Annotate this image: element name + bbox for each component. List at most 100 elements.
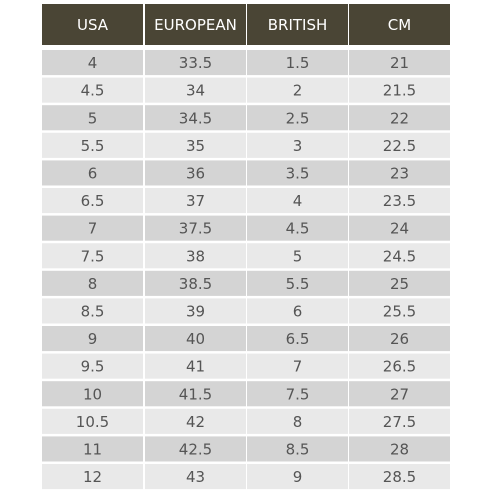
table-cell: [247, 326, 348, 352]
table-cell: [42, 270, 143, 296]
table-cell: [42, 464, 143, 490]
table-cell: [145, 77, 246, 103]
table-cell: [145, 243, 246, 269]
table-cell: [42, 353, 143, 379]
cell-text: 34.5: [179, 109, 212, 127]
cell-text: 28.5: [383, 468, 416, 486]
cell-text: 22: [390, 109, 409, 127]
cell-text: 8: [88, 275, 98, 293]
column-header: BRITISH: [268, 16, 328, 34]
table-cell: [349, 160, 450, 186]
table-cell: [42, 436, 143, 462]
cell-text: 41.5: [179, 385, 212, 403]
cell-text: 27.5: [383, 413, 416, 431]
cell-text: 4.5: [286, 220, 310, 238]
cell-text: 10: [83, 385, 102, 403]
table-cell: [349, 105, 450, 131]
table-cell: [349, 464, 450, 490]
cell-text: 8.5: [286, 440, 310, 458]
cell-text: 5: [88, 109, 98, 127]
column-header: USA: [77, 16, 109, 34]
cell-text: 23.5: [383, 192, 416, 210]
cell-text: 36: [186, 164, 205, 182]
cell-text: 24.5: [383, 247, 416, 265]
table-cell: [349, 353, 450, 379]
table-cell: [247, 381, 348, 407]
table-cell: [349, 270, 450, 296]
cell-text: 12: [83, 468, 102, 486]
table-cell: [349, 50, 450, 76]
table-cell: [349, 77, 450, 103]
table-cell: [145, 270, 246, 296]
table-cell: [145, 132, 246, 158]
cell-text: 38.5: [179, 275, 212, 293]
header-cell: [42, 4, 143, 45]
cell-text: 25.5: [383, 302, 416, 320]
cell-text: 4.5: [81, 82, 105, 100]
cell-text: 43: [186, 468, 205, 486]
cell-text: 21: [390, 54, 409, 72]
table-cell: [42, 215, 143, 241]
table-cell: [145, 381, 246, 407]
cell-text: 22.5: [383, 137, 416, 155]
cell-text: 37: [186, 192, 205, 210]
table-cell: [247, 105, 348, 131]
cell-text: 6.5: [81, 192, 105, 210]
cell-text: 6: [88, 164, 98, 182]
cell-text: 5.5: [81, 137, 105, 155]
table-cell: [349, 326, 450, 352]
table-cell: [42, 298, 143, 324]
cell-text: 34: [186, 82, 205, 100]
table-cell: [247, 436, 348, 462]
cell-text: 2: [293, 82, 303, 100]
table-cell: [247, 160, 348, 186]
table-cell: [42, 381, 143, 407]
cell-text: 4: [88, 54, 98, 72]
cell-text: 9.5: [81, 358, 105, 376]
cell-text: 25: [390, 275, 409, 293]
table-cell: [247, 270, 348, 296]
cell-text: 2.5: [286, 109, 310, 127]
cell-text: 28: [390, 440, 409, 458]
table-cell: [247, 298, 348, 324]
table-cell: [247, 353, 348, 379]
table-cell: [145, 188, 246, 214]
cell-text: 9: [88, 330, 98, 348]
cell-text: 3.5: [286, 164, 310, 182]
cell-text: 42.5: [179, 440, 212, 458]
table-cell: [145, 160, 246, 186]
table-cell: [42, 132, 143, 158]
cell-text: 38: [186, 247, 205, 265]
cell-text: 1.5: [286, 54, 310, 72]
cell-text: 8: [293, 413, 303, 431]
table-cell: [349, 132, 450, 158]
cell-text: 26: [390, 330, 409, 348]
table-cell: [247, 132, 348, 158]
table-cell: [349, 215, 450, 241]
table-cell: [42, 243, 143, 269]
table-cell: [42, 188, 143, 214]
table-cell: [145, 436, 246, 462]
cell-text: 9: [293, 468, 303, 486]
cell-text: 7.5: [81, 247, 105, 265]
header-cell: [247, 4, 348, 45]
cell-text: 6.5: [286, 330, 310, 348]
table-cell: [349, 408, 450, 434]
table-cell: [247, 188, 348, 214]
header-cell: [349, 4, 450, 45]
table-cell: [145, 105, 246, 131]
cell-text: 33.5: [179, 54, 212, 72]
table-cell: [247, 50, 348, 76]
table-cell: [42, 160, 143, 186]
cell-text: 6: [293, 302, 303, 320]
table-cell: [349, 188, 450, 214]
cell-text: 39: [186, 302, 205, 320]
table-cell: [145, 50, 246, 76]
cell-text: 24: [390, 220, 409, 238]
column-header: EUROPEAN: [154, 16, 237, 34]
table-cell: [42, 408, 143, 434]
table-cell: [145, 215, 246, 241]
cell-text: 37.5: [179, 220, 212, 238]
cell-text: 7.5: [286, 385, 310, 403]
